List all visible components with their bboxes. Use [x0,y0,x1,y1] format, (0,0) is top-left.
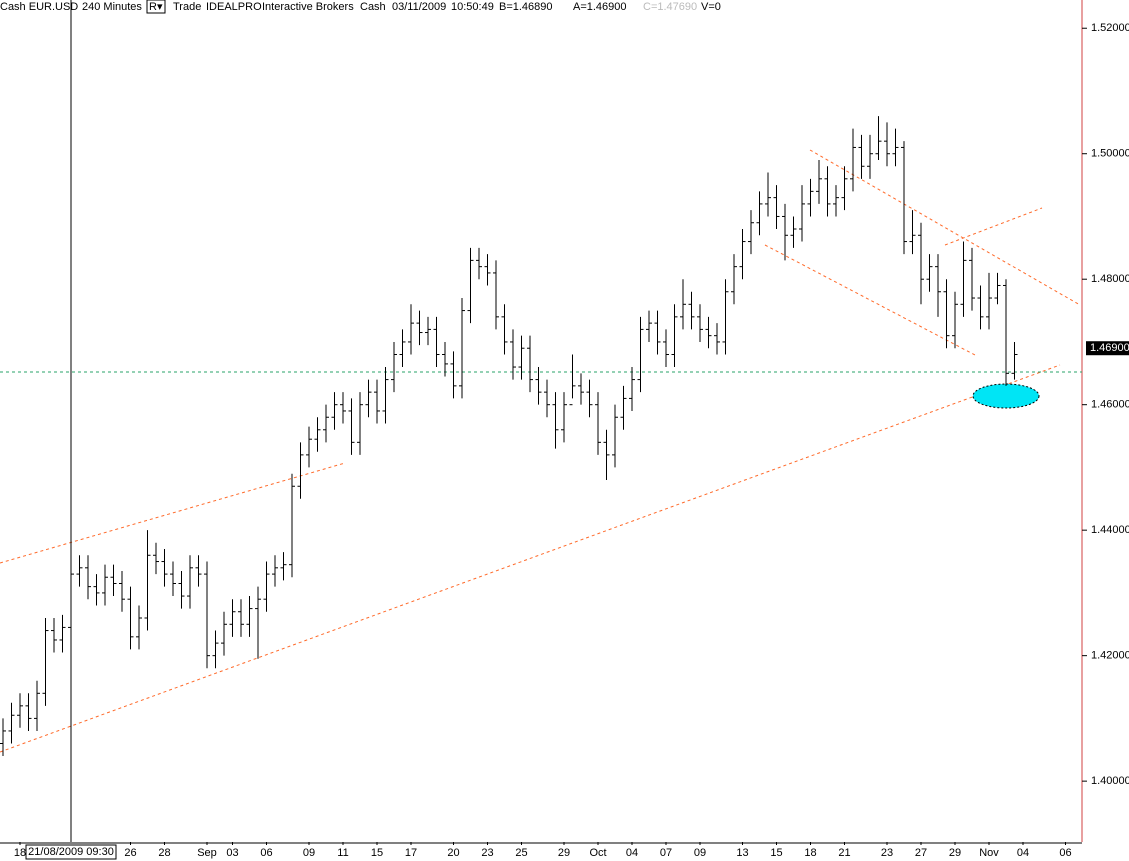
x-tick-label: 18 [14,847,26,859]
x-tick-label: 03 [226,847,238,859]
y-tick-label: 1.52000 [1091,22,1129,34]
trendline [0,462,346,564]
last-price-box [1086,341,1129,356]
x-tick-label: 15 [371,847,383,859]
x-tick-label: 11 [337,847,348,859]
x-tick-label: Oct [589,847,606,859]
date: 03/11/2009 [392,1,446,13]
trendlines [0,149,1081,753]
x-tick-label: Nov [979,847,999,859]
x-tick-label: 09 [303,847,315,859]
x-tick-label: 21 [838,847,850,859]
x-tick-label: 09 [694,847,706,859]
trendline [944,207,1043,246]
broker: Interactive Brokers [262,1,354,13]
trendline [809,149,1081,306]
x-tick-label: 28 [158,847,170,859]
y-tick-label: 1.48000 [1091,273,1129,285]
x-tick-label: 23 [881,847,893,859]
bid: B=1.46890 [499,1,553,13]
menu-button-label[interactable]: R▾ [149,1,163,13]
x-tick-label: 29 [558,847,570,859]
x-tick-label: 04 [1017,847,1029,859]
x-tick-label: 25 [515,847,527,859]
last-price-label: 1.46900 [1090,342,1129,354]
x-tick-label: 15 [770,847,782,859]
trendline [0,364,1061,753]
y-tick-label: 1.42000 [1091,650,1129,662]
y-tick-label: 1.44000 [1091,524,1129,536]
x-tick-label: 18 [804,847,816,859]
x-tick-label: 07 [660,847,672,859]
y-tick-label: 1.50000 [1091,148,1129,160]
instrument: Cash EUR.USD [0,1,78,13]
x-tick-label: 29 [949,847,961,859]
y-tick-label: 1.40000 [1091,775,1129,787]
x-tick-label: 20 [447,847,459,859]
x-tick-label: Sep [197,847,217,859]
x-tick-label: 27 [915,847,927,859]
x-tick-label: 13 [736,847,748,859]
x-tick-label: 06 [1059,847,1071,859]
x-tick-label: 17 [405,847,417,859]
crosshair-label: 21/08/2009 09:30 [28,846,114,858]
volume: V=0 [701,1,721,13]
highlight-ellipse [972,383,1040,409]
y-tick-label: 1.46000 [1091,399,1129,411]
close-value: C=1.47690 [643,1,697,13]
exchange: IDEALPRO [206,1,262,13]
market: Cash [360,1,386,13]
ask: A=1.46900 [573,1,627,13]
x-tick-label: 04 [626,847,638,859]
header: Cash EUR.USD 240 Minutes R▾ Trade IDEALP… [0,0,721,14]
menu-button[interactable] [146,0,166,14]
time: 10:50:49 [451,1,494,13]
trendline [764,244,976,356]
interval: 240 Minutes [82,1,142,13]
crosshair-label-box [25,844,117,860]
x-tick-label: 06 [260,847,272,859]
data-type: Trade [173,1,201,13]
x-tick-label: 26 [124,847,136,859]
x-tick-label: 23 [481,847,493,859]
